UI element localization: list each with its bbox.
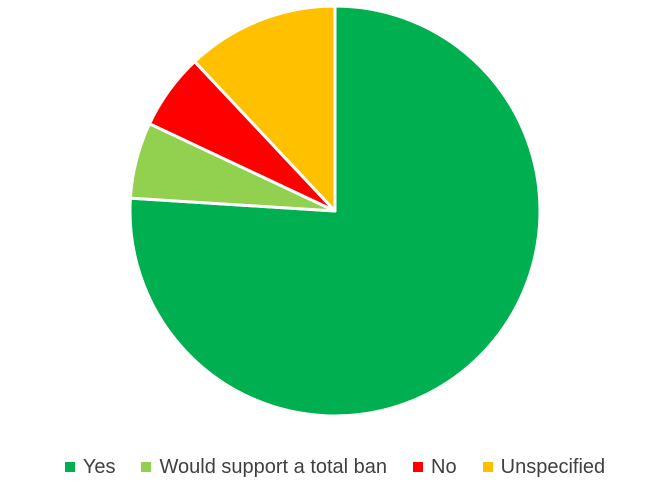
legend: Yes Would support a total ban No Unspecifie… — [0, 452, 670, 482]
legend-label-yes: Yes — [82, 455, 116, 478]
legend-item-no: No — [413, 456, 457, 479]
legend-swatch-unspecified — [482, 462, 493, 472]
legend-item-unspecified: Unspecified — [482, 455, 606, 479]
pie-slice-unspecified — [193, 4, 337, 213]
legend-swatch-yes — [64, 462, 75, 472]
legend-item-yes: Yes — [64, 455, 116, 479]
legend-swatch-would-support-a-total-ban — [141, 462, 152, 472]
legend-label-would-support-a-total-ban: Would support a total ban — [159, 455, 388, 478]
legend-label-unspecified: Unspecified — [500, 455, 606, 478]
legend-item-would-support-a-total-ban: Would support a total ban — [141, 456, 387, 479]
legend-swatch-no — [413, 462, 424, 472]
legend-label-no: No — [431, 455, 457, 478]
pie-plot-area — [128, 4, 542, 418]
pie-slice-yes — [128, 4, 542, 418]
